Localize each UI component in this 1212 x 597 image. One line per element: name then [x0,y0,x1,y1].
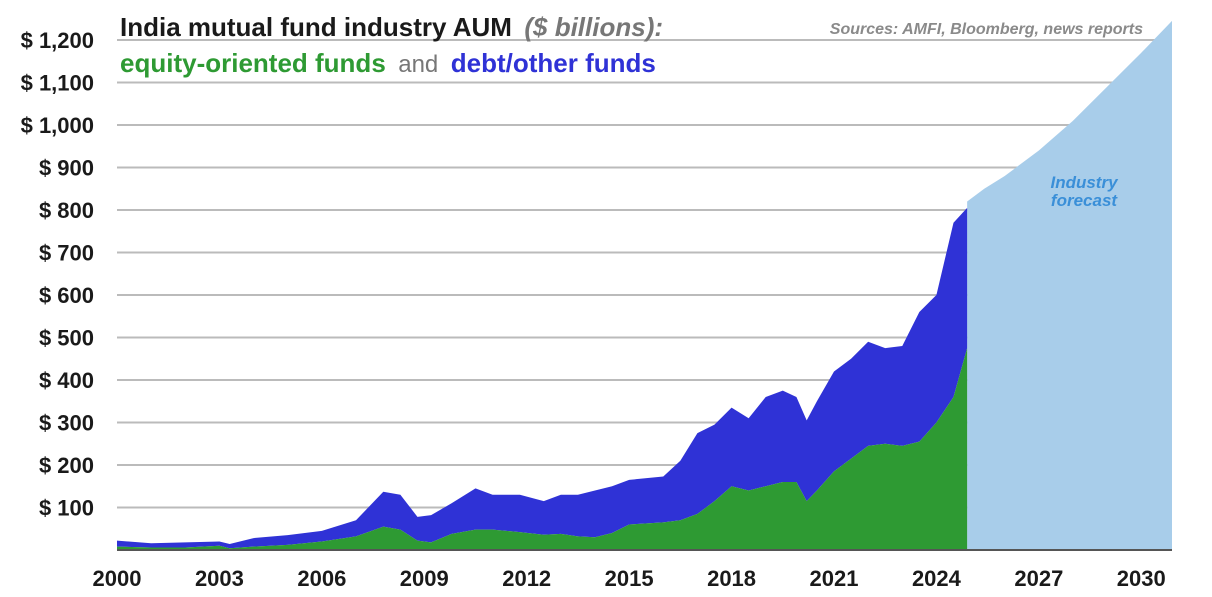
x-tick-label: 2009 [400,566,449,591]
y-tick-label: $ 1,100 [21,71,94,96]
y-tick-label: $ 200 [39,453,94,478]
y-tick-label: $ 100 [39,496,94,521]
x-tick-label: 2021 [810,566,859,591]
x-tick-label: 2030 [1117,566,1166,591]
series-forecast-area [967,20,1172,550]
series-debt-area [117,207,968,549]
legend-and: and [398,51,438,78]
y-tick-label: $ 900 [39,156,94,181]
x-tick-label: 2018 [707,566,756,591]
x-tick-label: 2003 [195,566,244,591]
legend-debt: debt/other funds [451,48,656,78]
forecast-label-line2: forecast [1051,191,1118,210]
chart-subtitle: equity-oriented funds and debt/other fun… [120,48,656,78]
x-tick-label: 2015 [605,566,654,591]
y-tick-labels: $ 100 $ 200 $ 300 $ 400 $ 500 $ 600 $ 700 $ 800… [21,28,94,521]
series-equity-area [117,348,968,550]
y-tick-label: $ 1,200 [21,28,94,53]
area-series [117,20,1172,550]
source-note: Sources: AMFI, Bloomberg, news reports [830,21,1143,38]
chart-title: India mutual fund industry AUM ($ billio… [120,12,663,42]
forecast-label-line1: Industry [1050,173,1119,192]
x-tick-labels: 2000 2003 2006 2009 2012 2015 2018 2021 2024 2027… [93,566,1166,591]
y-tick-label: $ 300 [39,411,94,436]
y-tick-label: $ 800 [39,198,94,223]
x-tick-label: 2012 [502,566,551,591]
y-tick-label: $ 700 [39,241,94,266]
y-tick-label: $ 500 [39,326,94,351]
chart-title-text: India mutual fund industry AUM [120,12,512,42]
x-tick-label: 2000 [93,566,142,591]
chart-title-unit: ($ billions): [524,12,663,42]
y-gridlines [117,39,1172,509]
y-tick-label: $ 600 [39,283,94,308]
x-tick-label: 2024 [912,566,962,591]
y-tick-label: $ 1,000 [21,113,94,138]
y-tick-label: $ 400 [39,368,94,393]
x-tick-label: 2006 [297,566,346,591]
legend-equity: equity-oriented funds [120,48,386,78]
x-tick-label: 2027 [1014,566,1063,591]
